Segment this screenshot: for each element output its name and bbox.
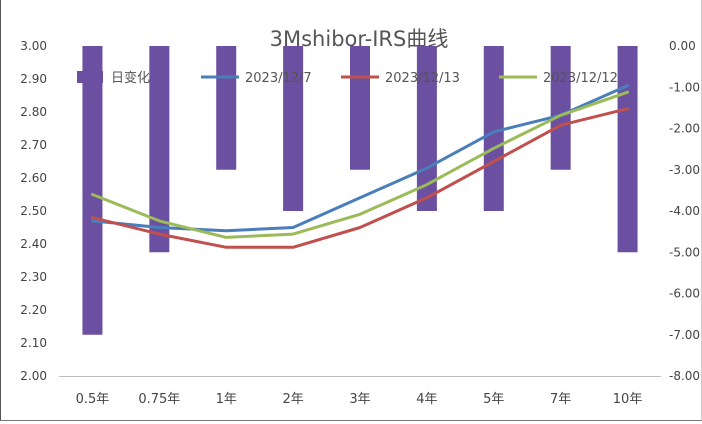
legend-item-bars: 日变化 <box>77 70 150 86</box>
right-tick-label: -6.00 <box>669 287 700 301</box>
x-axis: 0.5年 0.75年 1年 2年 3年 4年 5年 7年 10年 <box>59 376 661 407</box>
x-tick-label: 0.5年 <box>76 392 110 407</box>
right-tick-label: -2.00 <box>669 122 700 136</box>
series-line-1 <box>90 107 630 249</box>
x-tick-label: 2年 <box>282 392 303 407</box>
bar-4 <box>350 46 370 170</box>
left-tick-label: 2.60 <box>20 171 47 185</box>
right-tick-label: -7.00 <box>669 328 700 342</box>
legend-label: 2023/12/12 <box>543 71 618 86</box>
bar-7 <box>550 46 571 170</box>
legend-label: 2023/12/13 <box>385 71 460 86</box>
left-tick-label: 2.40 <box>20 237 47 251</box>
legend-label: 日变化 <box>111 70 150 86</box>
series-line-0 <box>90 84 630 233</box>
x-tick-label: 4年 <box>416 392 437 407</box>
series-line-2 <box>90 90 630 239</box>
x-tick-label: 5年 <box>483 392 504 407</box>
left-axis: 2.00 2.10 2.20 2.30 2.40 2.50 2.60 2.70 2.80 2.90… <box>20 39 47 383</box>
bar-2 <box>216 46 237 170</box>
legend-label: 2023/12/7 <box>245 71 312 86</box>
x-tick-label: 7年 <box>550 392 571 407</box>
x-tick-label: 1年 <box>216 392 237 407</box>
right-tick-label: -4.00 <box>669 204 700 218</box>
left-tick-label: 2.80 <box>20 105 47 119</box>
legend-item-line: 2023/12/7 <box>201 71 312 86</box>
right-tick-label: -8.00 <box>669 369 700 383</box>
left-tick-label: 2.70 <box>20 138 47 152</box>
bar-1 <box>149 46 170 253</box>
lines-layer <box>90 84 630 249</box>
legend-item-line: 2023/12/13 <box>341 71 460 86</box>
bar-6 <box>483 46 504 211</box>
left-tick-label: 2.50 <box>20 204 47 218</box>
bar-3 <box>283 46 304 211</box>
bar-8 <box>617 46 638 253</box>
left-tick-label: 3.00 <box>20 39 47 53</box>
legend: 日变化 2023/12/7 2023/12/13 2023/12/12 <box>77 70 618 86</box>
legend-swatch <box>77 71 103 83</box>
left-tick-label: 2.00 <box>20 369 47 383</box>
x-tick-label: 10年 <box>613 392 643 407</box>
right-tick-label: 0.00 <box>669 39 696 53</box>
right-tick-label: -1.00 <box>669 80 700 94</box>
right-tick-label: -3.00 <box>669 163 700 177</box>
bars-layer <box>82 46 638 335</box>
left-tick-label: 2.10 <box>20 336 47 350</box>
legend-item-line: 2023/12/12 <box>499 71 618 86</box>
x-tick-label: 0.75年 <box>138 392 180 407</box>
x-tick-label: 3年 <box>349 392 370 407</box>
left-tick-label: 2.90 <box>20 72 47 86</box>
left-tick-label: 2.30 <box>20 270 47 284</box>
right-axis: -8.00 -7.00 -6.00 -5.00 -4.00 -3.00 -2.00 -1.00… <box>669 39 700 383</box>
right-tick-label: -5.00 <box>669 245 700 259</box>
bar-0 <box>82 46 103 335</box>
left-tick-label: 2.20 <box>20 303 47 317</box>
